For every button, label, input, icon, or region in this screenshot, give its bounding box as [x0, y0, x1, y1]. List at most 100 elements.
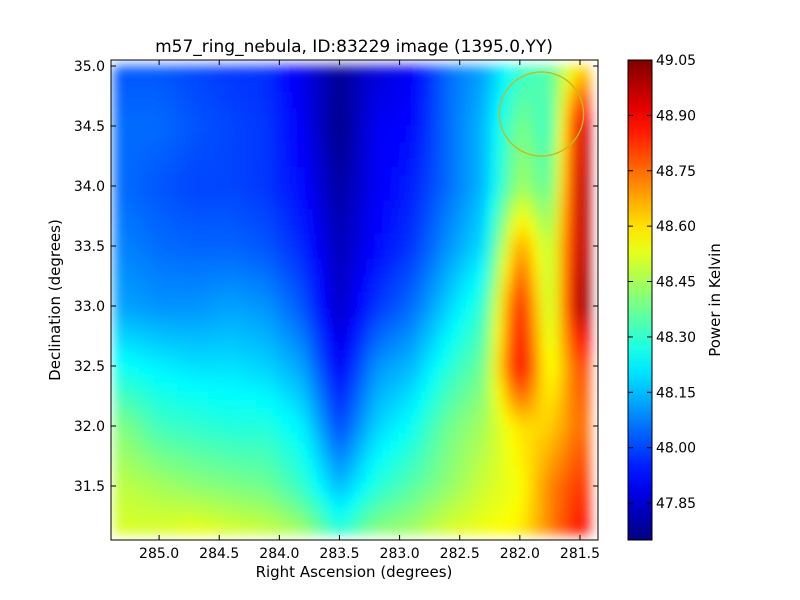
heatmap-cell — [430, 124, 440, 134]
heatmap-cell — [121, 274, 130, 284]
heatmap-cell — [256, 483, 265, 493]
heatmap-cell — [541, 191, 551, 201]
heatmap-cell — [470, 358, 480, 368]
heatmap-cell — [264, 341, 273, 351]
heatmap-cell — [510, 74, 519, 84]
heatmap-cell — [581, 383, 591, 393]
heatmap-cell — [280, 391, 289, 401]
heatmap-cell — [121, 333, 130, 343]
heatmap-cell — [446, 375, 456, 385]
heatmap-cell — [359, 91, 368, 101]
heatmap-cell — [319, 116, 329, 126]
heatmap-cell — [510, 391, 519, 401]
heatmap-cell — [216, 517, 226, 527]
heatmap-cell — [375, 442, 384, 452]
heatmap-cell — [407, 508, 416, 518]
heatmap-cell — [375, 99, 384, 109]
heatmap-cell — [446, 400, 456, 410]
heatmap-cell — [303, 99, 313, 109]
heatmap-cell — [311, 166, 321, 176]
heatmap-cell — [470, 249, 480, 259]
heatmap-cell — [541, 400, 551, 410]
heatmap-cell — [430, 208, 440, 218]
heatmap-cell — [200, 124, 210, 134]
heatmap-cell — [280, 458, 289, 468]
heatmap-cell — [557, 291, 567, 301]
heatmap-cell — [359, 350, 368, 360]
heatmap-cell — [454, 325, 464, 335]
heatmap-cell — [168, 291, 178, 301]
heatmap-cell — [121, 183, 130, 192]
heatmap-cell — [113, 141, 122, 151]
heatmap-cell — [422, 517, 432, 527]
heatmap-cell — [557, 383, 567, 393]
heatmap-cell — [399, 99, 408, 109]
heatmap-cell — [192, 99, 202, 109]
heatmap-cell — [232, 66, 241, 75]
heatmap-cell — [184, 425, 194, 435]
heatmap-cell — [526, 291, 535, 301]
heatmap-cell — [367, 408, 376, 418]
heatmap-cell — [153, 82, 162, 92]
heatmap-cell — [343, 500, 353, 510]
heatmap-cell — [430, 233, 440, 243]
heatmap-cell — [153, 124, 162, 134]
heatmap-cell — [272, 132, 281, 142]
heatmap-cell — [208, 500, 218, 510]
heatmap-cell — [216, 425, 226, 435]
heatmap-cell — [113, 333, 122, 343]
heatmap-cell — [176, 199, 186, 209]
heatmap-cell — [208, 199, 218, 209]
heatmap-cell — [168, 400, 178, 410]
heatmap-cell — [454, 408, 464, 418]
heatmap-cell — [454, 475, 464, 485]
heatmap-cell — [319, 258, 329, 268]
heatmap-cell — [232, 308, 241, 318]
heatmap-cell — [486, 157, 495, 167]
heatmap-cell — [549, 375, 559, 385]
heatmap-cell — [518, 74, 527, 84]
heatmap-cell — [494, 91, 503, 101]
heatmap-cell — [192, 291, 202, 301]
heatmap-cell — [327, 191, 337, 201]
heatmap-cell — [256, 525, 265, 535]
heatmap-cell — [375, 174, 384, 184]
heatmap-cell — [288, 91, 297, 101]
heatmap-cell — [200, 174, 210, 184]
heatmap-cell — [454, 508, 464, 518]
heatmap-cell — [335, 433, 345, 443]
heatmap-cell — [192, 450, 202, 460]
heatmap-cell — [295, 116, 305, 126]
heatmap-cell — [486, 149, 495, 159]
heatmap-cell — [518, 166, 527, 176]
heatmap-cell — [375, 408, 384, 418]
heatmap-cell — [494, 350, 503, 360]
heatmap-cell — [581, 333, 591, 343]
heatmap-cell — [121, 266, 130, 276]
heatmap-cell — [438, 107, 448, 117]
heatmap-cell — [311, 425, 321, 435]
heatmap-cell — [176, 517, 186, 527]
heatmap-cell — [129, 191, 138, 201]
heatmap-cell — [145, 475, 154, 485]
heatmap-cell — [383, 525, 392, 535]
heatmap-cell — [414, 525, 424, 535]
heatmap-cell — [208, 483, 218, 493]
heatmap-cell — [565, 157, 575, 167]
heatmap-cell — [502, 107, 511, 117]
heatmap-cell — [391, 316, 400, 326]
heatmap-cell — [399, 174, 408, 184]
heatmap-cell — [153, 341, 162, 351]
heatmap-cell — [446, 174, 456, 184]
heatmap-cell — [264, 249, 273, 259]
heatmap-cell — [438, 433, 448, 443]
heatmap-cell — [462, 116, 472, 126]
heatmap-cell — [161, 124, 170, 134]
heatmap-cell — [129, 316, 138, 326]
heatmap-cell — [256, 350, 265, 360]
heatmap-cell — [470, 216, 480, 226]
heatmap-cell — [359, 191, 368, 201]
heatmap-cell — [375, 366, 384, 376]
heatmap-cell — [557, 391, 567, 401]
heatmap-cell — [383, 266, 392, 276]
